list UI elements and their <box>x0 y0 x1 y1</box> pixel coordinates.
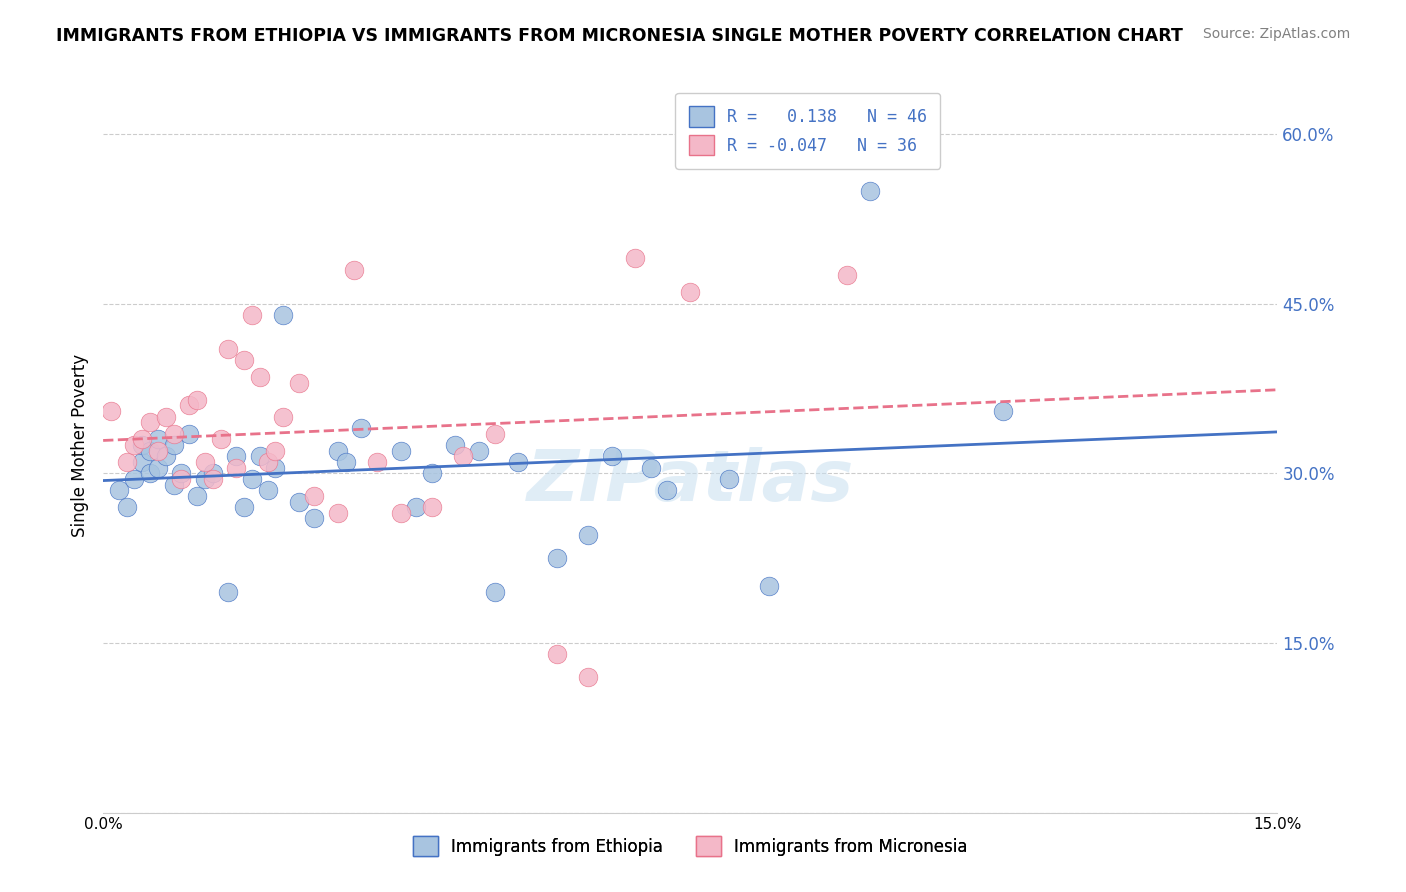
Point <box>155 450 177 464</box>
Point <box>405 500 427 515</box>
Point <box>124 438 146 452</box>
Point <box>240 308 263 322</box>
Point <box>468 443 491 458</box>
Point <box>209 433 232 447</box>
Point <box>100 404 122 418</box>
Point <box>264 460 287 475</box>
Point <box>288 376 311 390</box>
Point <box>217 585 239 599</box>
Point <box>484 585 506 599</box>
Point <box>131 438 153 452</box>
Point <box>146 433 169 447</box>
Point <box>420 500 443 515</box>
Point <box>240 472 263 486</box>
Point <box>146 460 169 475</box>
Point <box>115 455 138 469</box>
Point <box>107 483 129 498</box>
Text: Source: ZipAtlas.com: Source: ZipAtlas.com <box>1202 27 1350 41</box>
Point <box>389 506 412 520</box>
Point <box>124 472 146 486</box>
Point <box>389 443 412 458</box>
Point <box>225 460 247 475</box>
Point <box>859 184 882 198</box>
Point <box>201 467 224 481</box>
Point <box>249 370 271 384</box>
Point <box>335 455 357 469</box>
Point <box>131 433 153 447</box>
Point <box>350 421 373 435</box>
Point <box>600 450 623 464</box>
Point <box>640 460 662 475</box>
Point <box>506 455 529 469</box>
Point <box>162 438 184 452</box>
Point <box>366 455 388 469</box>
Point <box>271 409 294 424</box>
Text: IMMIGRANTS FROM ETHIOPIA VS IMMIGRANTS FROM MICRONESIA SINGLE MOTHER POVERTY COR: IMMIGRANTS FROM ETHIOPIA VS IMMIGRANTS F… <box>56 27 1182 45</box>
Point <box>146 443 169 458</box>
Point <box>304 511 326 525</box>
Point <box>326 443 349 458</box>
Point <box>179 398 201 412</box>
Point <box>655 483 678 498</box>
Point <box>139 443 162 458</box>
Point <box>186 489 208 503</box>
Point <box>170 467 193 481</box>
Point <box>256 455 278 469</box>
Point <box>718 472 741 486</box>
Point <box>115 500 138 515</box>
Point <box>546 551 568 566</box>
Point <box>451 450 474 464</box>
Point <box>444 438 467 452</box>
Point <box>420 467 443 481</box>
Point <box>217 342 239 356</box>
Point <box>179 426 201 441</box>
Point <box>155 409 177 424</box>
Point <box>194 455 217 469</box>
Point <box>578 670 600 684</box>
Point <box>170 472 193 486</box>
Point <box>131 455 153 469</box>
Point <box>271 308 294 322</box>
Point <box>162 426 184 441</box>
Point <box>993 404 1015 418</box>
Point <box>546 647 568 661</box>
Point <box>679 285 702 300</box>
Point <box>484 426 506 441</box>
Point <box>139 416 162 430</box>
Point <box>186 392 208 407</box>
Point <box>288 494 311 508</box>
Point <box>578 528 600 542</box>
Legend: Immigrants from Ethiopia, Immigrants from Micronesia: Immigrants from Ethiopia, Immigrants fro… <box>406 830 974 863</box>
Point <box>326 506 349 520</box>
Point <box>139 467 162 481</box>
Point <box>835 268 858 283</box>
Point <box>194 472 217 486</box>
Point <box>249 450 271 464</box>
Point <box>758 579 780 593</box>
Point <box>304 489 326 503</box>
Point <box>233 353 256 368</box>
Point <box>201 472 224 486</box>
Point <box>256 483 278 498</box>
Point <box>343 262 366 277</box>
Y-axis label: Single Mother Poverty: Single Mother Poverty <box>72 353 89 537</box>
Text: ZIPatlas: ZIPatlas <box>527 447 853 516</box>
Point <box>225 450 247 464</box>
Point <box>162 477 184 491</box>
Point <box>233 500 256 515</box>
Point <box>624 252 647 266</box>
Point <box>264 443 287 458</box>
